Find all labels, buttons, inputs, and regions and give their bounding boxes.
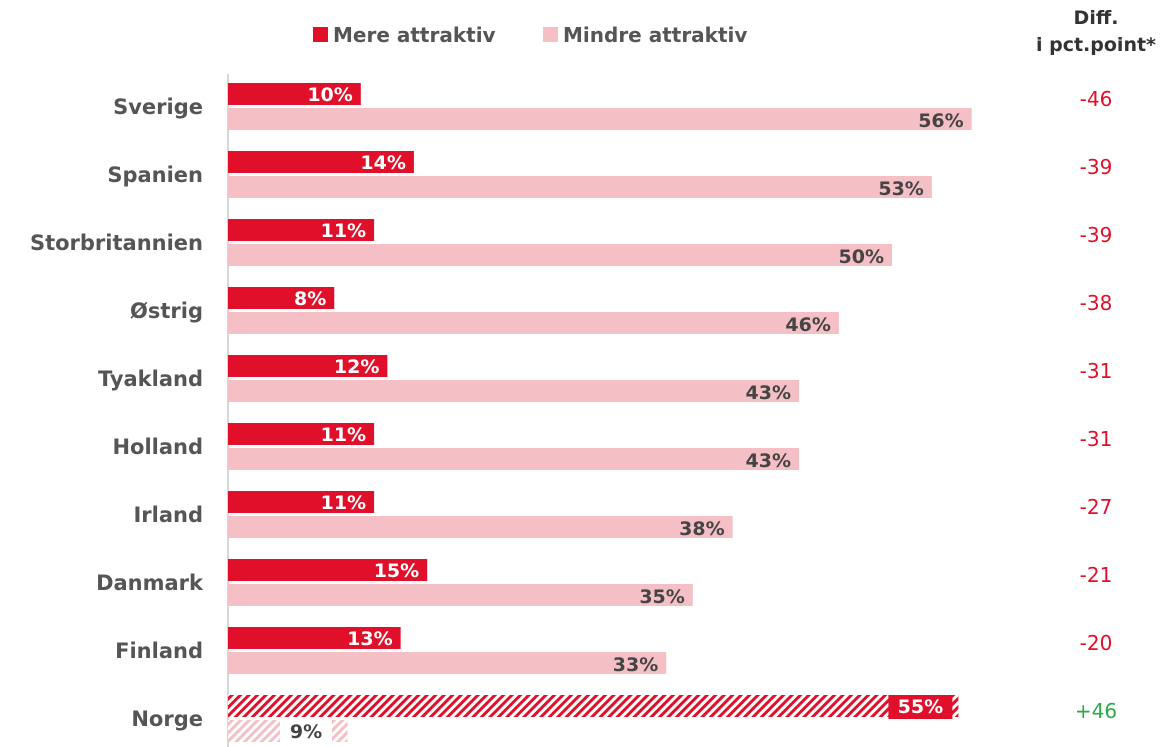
diff-value: -38 (1080, 291, 1113, 315)
bar-more (228, 627, 401, 649)
bar-more (228, 83, 361, 105)
bar-less-value-label: 46% (785, 314, 830, 336)
category-label: Danmark (96, 571, 204, 595)
category-label: Spanien (107, 163, 203, 187)
category-label: Storbritannien (30, 231, 203, 255)
diff-value: -39 (1080, 223, 1113, 247)
category-label: Irland (133, 503, 203, 527)
bar-more (228, 491, 375, 513)
category-label: Holland (112, 435, 203, 459)
bar-more (228, 695, 959, 717)
bar-less (228, 244, 892, 266)
bar-less-value-label: 56% (918, 110, 963, 132)
legend-label-less: Mindre attraktiv (563, 23, 747, 47)
bar-more-value-label: 11% (321, 424, 366, 446)
category-label: Norge (131, 707, 203, 731)
bar-less (228, 176, 932, 198)
bar-less-label-box (280, 720, 332, 742)
bar-less-value-label: 43% (746, 450, 791, 472)
bar-less (228, 312, 839, 334)
bar-more-value-label: 55% (898, 696, 943, 718)
bar-more-label-box (888, 695, 953, 719)
bar-less-value-label: 33% (613, 654, 658, 676)
bar-less (228, 380, 800, 402)
bar-more-value-label: 14% (360, 152, 405, 174)
bar-less-value-label: 9% (290, 721, 322, 743)
bar-more (228, 423, 375, 445)
diff-value: +46 (1075, 699, 1117, 723)
bar-more-value-label: 15% (374, 560, 419, 582)
bar-less-value-label: 35% (639, 586, 684, 608)
bar-more (228, 151, 414, 173)
category-label: Sverige (113, 95, 203, 119)
bar-more-value-label: 8% (294, 288, 326, 310)
plot-area: Sverige 10% 56% -46 Spanien 14% 53% -39 Storbrit… (30, 83, 1117, 743)
bar-less (228, 652, 667, 674)
bar-more-value-label: 10% (307, 84, 352, 106)
diff-header-line1: Diff. (1074, 7, 1119, 29)
bar-more (228, 559, 428, 581)
category-label: Østrig (130, 299, 203, 323)
bar-more-value-label: 12% (334, 356, 379, 378)
diff-value: -39 (1080, 155, 1113, 179)
legend-swatch-more (313, 27, 328, 42)
bar-more-value-label: 11% (321, 492, 366, 514)
diff-value: -20 (1080, 631, 1113, 655)
bar-more (228, 355, 388, 377)
diff-header: Diff. i pct.point* (1036, 7, 1156, 56)
bar-less-value-label: 50% (839, 246, 884, 268)
bar-less-value-label: 38% (679, 518, 724, 540)
legend-swatch-less (543, 27, 558, 42)
bar-more (228, 219, 375, 241)
bar-less-value-label: 43% (746, 382, 791, 404)
bar-more-value-label: 11% (321, 220, 366, 242)
bar-more (228, 287, 335, 309)
bar-more-value-label: 13% (347, 628, 392, 650)
diff-value: -27 (1080, 495, 1113, 519)
bar-less (228, 516, 733, 538)
legend-label-more: Mere attraktiv (333, 23, 496, 47)
diff-value: -31 (1080, 427, 1113, 451)
bar-less (228, 108, 972, 130)
bar-less (228, 584, 693, 606)
diff-value: -31 (1080, 359, 1113, 383)
bar-less (228, 448, 800, 470)
bar-less-value-label: 53% (878, 178, 923, 200)
diff-value: -46 (1080, 87, 1113, 111)
category-label: Finland (115, 639, 203, 663)
category-label: Tyakland (98, 367, 203, 391)
diff-value: -21 (1080, 563, 1113, 587)
diff-header-line2: i pct.point* (1036, 34, 1156, 56)
legend: Mere attraktiv Mindre attraktiv (313, 23, 747, 47)
